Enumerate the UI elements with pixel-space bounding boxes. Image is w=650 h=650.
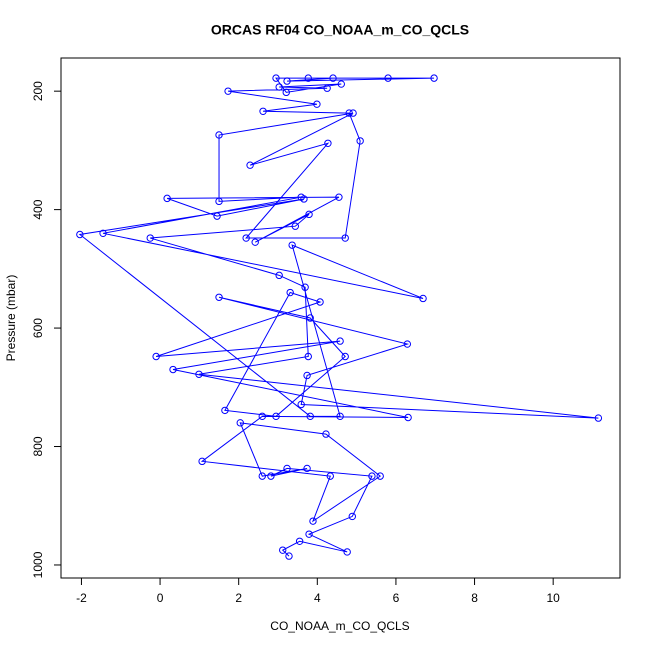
data-point bbox=[384, 74, 392, 82]
data-point bbox=[345, 109, 353, 117]
data-point bbox=[335, 193, 343, 201]
data-point bbox=[215, 197, 223, 206]
data-point bbox=[282, 88, 290, 97]
chart-title: ORCAS RF04 CO_NOAA_m_CO_QCLS bbox=[211, 22, 469, 38]
x-tick-label: 8 bbox=[471, 591, 478, 605]
data-point bbox=[221, 406, 229, 415]
data-point bbox=[419, 294, 427, 303]
data-point bbox=[99, 229, 107, 238]
x-tick-label: 6 bbox=[393, 591, 400, 605]
data-point bbox=[198, 457, 206, 466]
data-point bbox=[283, 464, 291, 473]
data-point bbox=[195, 370, 203, 378]
data-point bbox=[322, 430, 330, 438]
data-point bbox=[336, 412, 344, 421]
x-tick-label: 10 bbox=[546, 591, 560, 605]
data-point bbox=[356, 137, 364, 145]
data-point bbox=[303, 371, 311, 380]
data-point bbox=[303, 464, 311, 473]
data-point bbox=[275, 83, 283, 91]
data-point bbox=[305, 210, 313, 219]
data-point bbox=[376, 472, 384, 480]
data-point bbox=[267, 472, 275, 480]
data-point bbox=[304, 74, 312, 82]
y-axis-label: Pressure (mbar) bbox=[4, 275, 18, 362]
data-point bbox=[272, 74, 280, 82]
data-point bbox=[295, 537, 304, 545]
data-line bbox=[78, 77, 599, 557]
data-point bbox=[304, 352, 312, 361]
data-point bbox=[326, 472, 334, 480]
data-point bbox=[163, 194, 171, 203]
data-point bbox=[301, 283, 309, 291]
data-point bbox=[323, 84, 331, 92]
data-point bbox=[259, 107, 267, 116]
data-point bbox=[286, 288, 294, 297]
data-point bbox=[403, 340, 412, 348]
data-point bbox=[329, 74, 337, 82]
data-point bbox=[305, 530, 313, 538]
data-point bbox=[288, 241, 296, 249]
x-tick-label: 2 bbox=[235, 591, 242, 605]
data-point bbox=[76, 230, 84, 239]
y-tick-label: 800 bbox=[31, 436, 45, 456]
data-point bbox=[215, 293, 223, 301]
data-point bbox=[297, 400, 305, 409]
data-point bbox=[146, 234, 154, 242]
data-point bbox=[272, 412, 280, 421]
data-point bbox=[348, 512, 356, 521]
data-point bbox=[297, 193, 305, 201]
data-point bbox=[343, 548, 351, 556]
data-point bbox=[279, 546, 287, 554]
data-point bbox=[152, 352, 160, 361]
data-point bbox=[258, 412, 266, 421]
data-point bbox=[213, 212, 221, 220]
data-point bbox=[242, 234, 250, 242]
y-tick-label: 200 bbox=[31, 81, 45, 101]
y-tick-label: 400 bbox=[31, 199, 45, 219]
data-point bbox=[324, 139, 332, 147]
data-point bbox=[313, 100, 321, 108]
data-point bbox=[337, 80, 345, 88]
data-point bbox=[283, 77, 291, 85]
data-point bbox=[236, 419, 244, 427]
data-point bbox=[258, 472, 266, 480]
data-point bbox=[349, 109, 357, 117]
data-point bbox=[224, 87, 232, 95]
data-point bbox=[291, 222, 299, 230]
data-point bbox=[251, 238, 259, 246]
x-tick-label: 4 bbox=[314, 591, 321, 605]
data-point bbox=[309, 517, 317, 525]
data-point bbox=[215, 131, 223, 139]
x-axis-label: CO_NOAA_m_CO_QCLS bbox=[270, 619, 409, 633]
x-tick-label: -2 bbox=[76, 591, 87, 605]
y-tick-label: 1000 bbox=[31, 551, 45, 578]
data-point bbox=[341, 234, 349, 242]
data-point bbox=[316, 298, 324, 306]
data-point bbox=[306, 412, 314, 421]
x-tick-label: 0 bbox=[157, 591, 164, 605]
data-point bbox=[246, 161, 254, 169]
y-tick-label: 600 bbox=[31, 318, 45, 338]
data-point bbox=[368, 472, 376, 480]
plot-frame bbox=[60, 57, 621, 579]
data-point bbox=[594, 414, 603, 422]
data-point bbox=[341, 352, 349, 361]
data-point bbox=[430, 74, 438, 82]
data-point bbox=[285, 552, 293, 560]
data-point bbox=[306, 314, 314, 322]
data-point bbox=[404, 413, 412, 422]
data-point bbox=[336, 337, 344, 345]
data-point bbox=[275, 271, 283, 280]
data-point bbox=[169, 365, 177, 374]
